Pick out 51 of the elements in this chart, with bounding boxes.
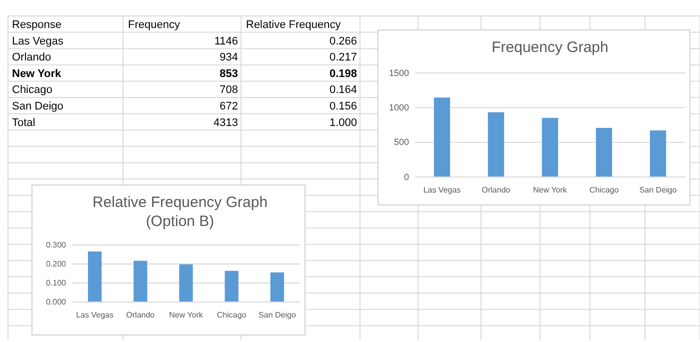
x-tick-label: New York <box>533 186 568 195</box>
x-tick-label: Las Vegas <box>76 310 114 320</box>
x-tick-label: San Deigo <box>639 186 678 195</box>
x-tick-label: New York <box>169 310 204 320</box>
data-label: 4313 <box>214 116 238 129</box>
bar <box>88 251 102 302</box>
category-label: San Deigo <box>12 100 64 112</box>
text: Frequency <box>128 19 180 31</box>
bar <box>488 112 504 177</box>
x-tick-label: Las Vegas <box>423 186 461 195</box>
x-tick-label: San Deigo <box>258 310 296 320</box>
data-label: 1146 <box>214 35 238 48</box>
x-tick-label: Orlando <box>126 310 156 320</box>
category-label: Total <box>12 116 36 129</box>
bar <box>179 264 193 302</box>
data-label: 0.164 <box>329 84 357 96</box>
y-tick-label: 1000 <box>388 102 409 113</box>
bar <box>224 270 238 302</box>
bar <box>134 260 148 302</box>
chart-title: Relative Frequency Graph (Option B) <box>92 194 268 230</box>
category-label: New York <box>12 68 62 80</box>
category-label: Orlando <box>12 52 52 64</box>
category-label: Chicago <box>12 84 52 96</box>
x-tick-label: Orlando <box>482 186 511 195</box>
data-label: 934 <box>220 52 238 64</box>
data-label: 672 <box>220 100 238 112</box>
bar <box>650 130 666 177</box>
data-label: 853 <box>220 68 238 80</box>
data-label: 708 <box>220 84 238 96</box>
text: Response <box>12 19 62 31</box>
y-tick-label: 0.100 <box>46 278 67 288</box>
bar <box>434 98 450 177</box>
data-label: 1.000 <box>329 116 357 129</box>
y-tick-label: 0.000 <box>46 298 67 307</box>
data-label: 0.198 <box>329 68 357 80</box>
x-tick-label: Chicago <box>216 310 247 320</box>
y-tick-label: 500 <box>394 137 409 148</box>
x-tick-label: Chicago <box>589 186 620 195</box>
chart-title: Frequency Graph <box>492 39 608 56</box>
bar <box>596 128 612 177</box>
text: Relative Frequency <box>246 19 342 31</box>
bar <box>270 272 284 302</box>
bar <box>542 118 558 177</box>
y-tick-label: 0.300 <box>46 240 67 250</box>
y-tick-label: 0 <box>404 172 409 182</box>
y-tick-label: 0.200 <box>46 260 67 269</box>
data-label: 0.217 <box>329 52 357 64</box>
data-label: 0.156 <box>329 100 357 112</box>
category-label: Las Vegas <box>12 35 64 48</box>
data-label: 0.266 <box>329 35 357 48</box>
y-tick-label: 1500 <box>388 68 409 78</box>
